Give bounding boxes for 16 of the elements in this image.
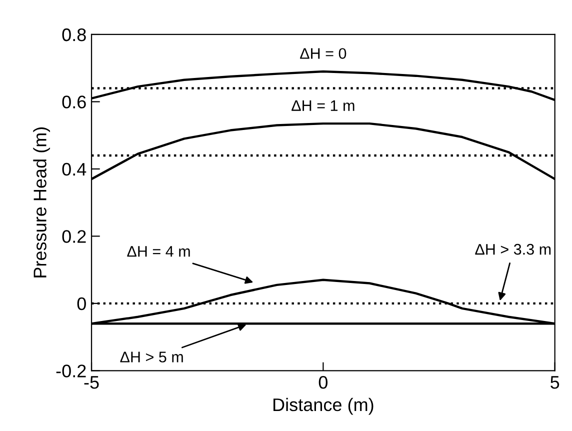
y-tick-label: -0.2: [56, 364, 86, 378]
x-tick-label: 0: [318, 376, 328, 389]
y-tick-label: 0.8: [62, 28, 86, 42]
y-tick-label: 0.2: [62, 230, 86, 243]
y-tick-label: 0.4: [62, 162, 86, 176]
annotation: ΔH = 0: [300, 48, 346, 59]
annotation: ΔH > 5 m: [120, 352, 183, 362]
y-tick-label: 0: [77, 297, 86, 310]
x-tick-label: -5: [84, 376, 99, 389]
annotation: ΔH > 3.3 m: [475, 244, 551, 255]
x-axis-title: Distance (m): [274, 398, 374, 415]
annotation: ΔH = 1 m: [292, 100, 354, 111]
y-axis-title: Pressure Head (m): [33, 127, 50, 278]
x-tick-label: 5: [550, 376, 560, 389]
y-tick-label: 0.6: [62, 96, 86, 108]
annotation: ΔH = 4 m: [127, 246, 190, 257]
